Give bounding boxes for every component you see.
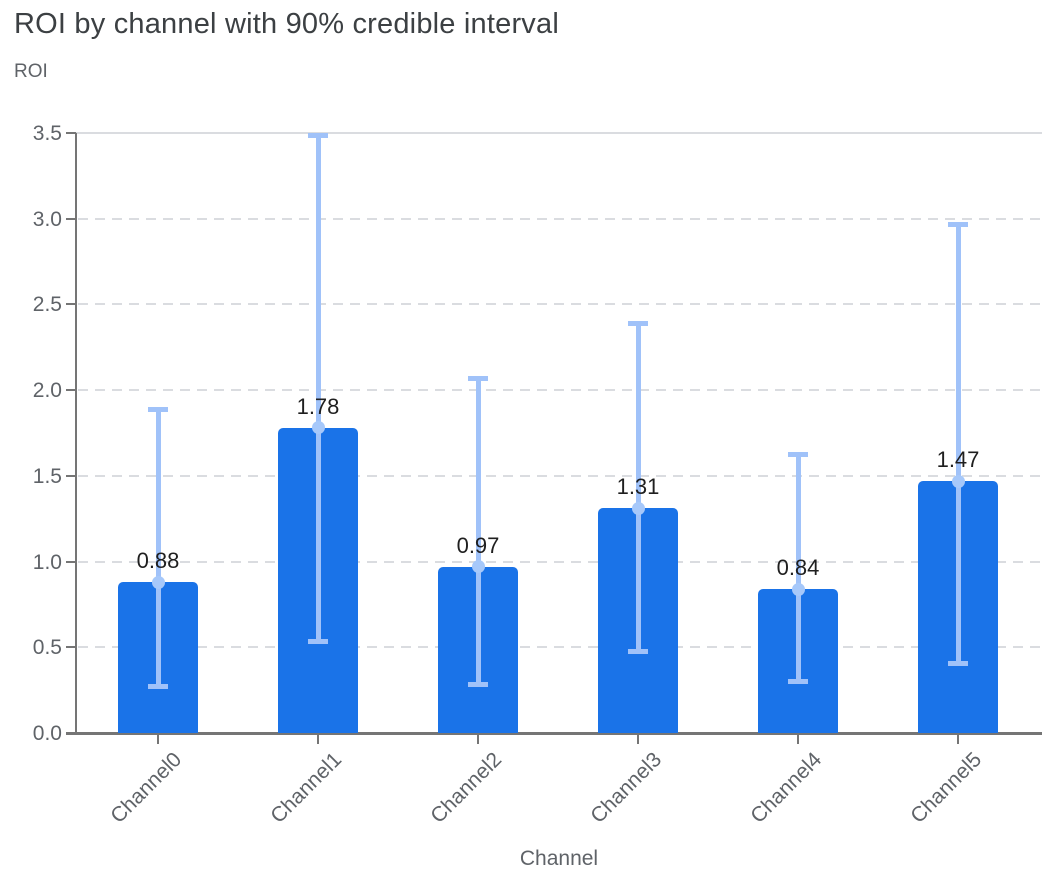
credible-interval-cap-upper [468, 376, 488, 382]
credible-interval-line [635, 323, 641, 653]
mean-marker [311, 421, 325, 435]
gridline [78, 303, 1042, 306]
credible-interval-cap-lower [148, 683, 168, 689]
gridline [78, 474, 1042, 477]
y-axis-tick [66, 646, 76, 649]
credible-interval-cap-lower [788, 678, 808, 684]
credible-interval-line [155, 409, 161, 687]
x-axis-tick [957, 735, 959, 744]
y-axis-tick [66, 132, 76, 134]
credible-interval-cap-upper [148, 407, 168, 412]
mean-marker [631, 501, 645, 515]
y-tick-label: 3.5 [32, 122, 62, 145]
x-tick-label: Channel0 [106, 748, 187, 828]
y-tick-label: 0.0 [32, 722, 62, 745]
y-axis-tick [66, 303, 76, 306]
x-tick-label: Channel1 [266, 748, 347, 828]
credible-interval-line [315, 134, 321, 643]
credible-interval-cap-upper [948, 221, 968, 227]
x-tick-label: Channel3 [586, 748, 667, 828]
x-axis-tick [477, 735, 479, 744]
y-axis-tick [66, 474, 76, 477]
y-tick-label: 3.0 [32, 207, 62, 231]
plot-top-border [76, 132, 1042, 134]
gridline [78, 389, 1042, 392]
x-axis-tick [157, 735, 159, 744]
y-axis-tick [66, 217, 76, 220]
bar-value-label: 0.88 [136, 548, 180, 574]
bar-value-label: 1.31 [616, 474, 660, 500]
credible-interval-cap-lower [628, 649, 648, 655]
gridline [78, 646, 1042, 649]
x-tick-label: Channel2 [426, 748, 507, 828]
credible-interval-line [475, 378, 481, 685]
y-axis-tick [66, 560, 76, 563]
y-tick-label: 1.0 [32, 550, 62, 574]
credible-interval-line [795, 453, 801, 682]
gridline [78, 560, 1042, 563]
gridline [78, 217, 1042, 220]
mean-marker [951, 474, 965, 488]
bar-value-label: 0.84 [776, 555, 820, 580]
y-axis-line [75, 133, 77, 735]
y-tick-label: 2.0 [32, 379, 62, 403]
mean-marker [471, 560, 485, 574]
credible-interval-cap-upper [628, 321, 648, 327]
y-tick-label: 2.5 [32, 293, 62, 317]
x-axis-tick [637, 735, 639, 744]
credible-interval-line [955, 223, 961, 665]
x-tick-label: Channel4 [746, 748, 827, 828]
bar-value-label: 1.47 [936, 447, 980, 472]
y-axis-tick [66, 389, 76, 392]
y-tick-label: 1.5 [32, 464, 62, 488]
y-tick-label: 0.5 [32, 636, 62, 660]
chart-title: ROI by channel with 90% credible interva… [14, 8, 559, 40]
credible-interval-cap-lower [308, 639, 328, 645]
credible-interval-cap-upper [788, 451, 808, 457]
credible-interval-cap-lower [468, 682, 488, 687]
x-axis-tick [317, 735, 319, 744]
x-axis-line [66, 732, 1042, 735]
x-axis-title: Channel [519, 847, 599, 870]
mean-marker [791, 582, 805, 596]
x-tick-label: Channel5 [906, 748, 987, 828]
credible-interval-cap-upper [308, 132, 328, 138]
credible-interval-cap-lower [948, 661, 968, 667]
mean-marker [151, 575, 165, 589]
bar-value-label: 1.78 [296, 393, 340, 419]
y-axis-title: ROI [14, 61, 48, 82]
bar-value-label: 0.97 [456, 532, 500, 558]
x-axis-tick [797, 735, 799, 744]
